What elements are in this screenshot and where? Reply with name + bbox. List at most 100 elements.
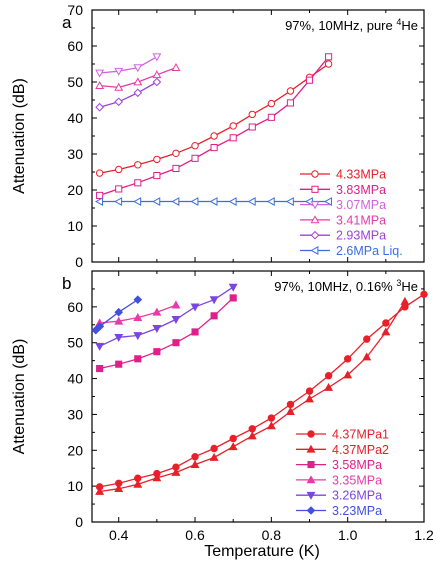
data-point xyxy=(134,161,142,169)
legend-marker xyxy=(306,475,316,484)
data-point xyxy=(285,197,294,206)
data-point xyxy=(190,459,200,469)
data-point xyxy=(228,197,237,206)
data-point xyxy=(381,327,391,336)
data-point xyxy=(172,339,180,347)
data-point xyxy=(171,316,181,325)
legend-label: 2.6MPa Liq. xyxy=(336,244,403,258)
data-point xyxy=(152,77,162,87)
x-tick-label: 0.8 xyxy=(262,527,282,543)
data-point xyxy=(152,307,162,316)
data-point xyxy=(420,290,428,299)
legend-label: 4.37MPa1 xyxy=(332,428,389,442)
y-tick-label: 70 xyxy=(67,2,83,18)
legend-marker xyxy=(306,506,316,515)
data-point xyxy=(153,348,161,356)
panel-a: 0 10 20 30 40 50 60 70 Attenuation (dB) a 97%, 10M… xyxy=(11,2,425,270)
data-point xyxy=(191,154,199,162)
data-point xyxy=(285,406,295,415)
data-point xyxy=(133,295,143,304)
data-point xyxy=(210,132,218,140)
legend-label: 3.83MPa xyxy=(336,183,386,197)
data-point xyxy=(96,191,104,199)
data-point xyxy=(95,69,105,78)
data-point xyxy=(171,300,181,309)
y-tick-label: 60 xyxy=(67,299,83,315)
data-point xyxy=(115,360,123,368)
data-point xyxy=(248,110,256,119)
data-point xyxy=(210,312,218,320)
y-tick-label: 30 xyxy=(67,406,83,422)
data-point xyxy=(152,473,162,482)
data-point xyxy=(228,283,238,292)
data-point xyxy=(171,197,180,206)
data-point xyxy=(400,296,410,305)
legend-marker xyxy=(310,215,320,224)
annotation-superscript: 3 xyxy=(396,278,401,288)
data-point xyxy=(115,185,123,193)
series-line xyxy=(99,56,330,197)
legend-marker xyxy=(310,246,319,255)
data-point xyxy=(114,307,124,317)
data-point xyxy=(266,421,276,430)
data-point xyxy=(286,87,295,95)
data-point xyxy=(95,342,105,351)
annotation-text-tail: He xyxy=(401,18,418,33)
data-point xyxy=(266,197,275,206)
data-point xyxy=(153,172,161,180)
x-tick-label: 1.0 xyxy=(338,527,358,543)
data-point xyxy=(228,442,238,451)
data-point xyxy=(95,322,104,331)
data-point xyxy=(248,425,256,433)
y-tick-label: 10 xyxy=(67,478,83,494)
panel-letter: b xyxy=(62,274,71,293)
legend-marker xyxy=(311,170,319,178)
legend-marker xyxy=(306,444,316,453)
x-tick-label: 0.4 xyxy=(109,527,129,543)
data-point xyxy=(114,197,123,206)
data-point xyxy=(191,328,199,336)
data-point xyxy=(267,99,276,108)
data-point xyxy=(114,316,124,325)
panel-annotation: 97%, 10MHz, pure 4He xyxy=(285,17,418,33)
y-tick-label: 0 xyxy=(75,254,83,270)
y-tick-label: 50 xyxy=(67,335,83,351)
data-point xyxy=(209,452,219,461)
data-point xyxy=(229,122,237,130)
legend-label: 4.33MPa xyxy=(336,168,386,182)
series-line xyxy=(99,286,234,347)
data-point xyxy=(247,197,256,206)
data-point xyxy=(152,70,162,79)
data-point xyxy=(133,312,143,321)
data-point xyxy=(229,134,237,142)
annotation-text-tail: He xyxy=(401,279,418,294)
annotation-text: 97%, 10MHz, 0.16% xyxy=(274,279,396,294)
data-point xyxy=(153,155,161,164)
data-point xyxy=(95,102,104,112)
data-point xyxy=(133,479,143,488)
data-point xyxy=(152,197,161,206)
y-tick-label: 60 xyxy=(67,38,83,54)
data-point xyxy=(96,364,104,373)
data-point xyxy=(247,431,257,440)
y-tick-label: 40 xyxy=(67,371,83,387)
data-point xyxy=(172,149,180,157)
legend-marker xyxy=(306,491,316,500)
y-tick-label: 20 xyxy=(67,442,83,458)
data-point xyxy=(133,197,142,206)
x-tick-label: 0.6 xyxy=(185,527,205,543)
data-point xyxy=(134,355,142,363)
data-point xyxy=(133,77,143,86)
data-point xyxy=(324,372,333,380)
data-point xyxy=(362,352,372,361)
data-point xyxy=(210,444,218,453)
data-point xyxy=(248,123,256,131)
data-point xyxy=(209,296,219,305)
legend-label: 3.58MPa xyxy=(332,458,382,472)
y-tick-label: 50 xyxy=(67,74,83,90)
data-point xyxy=(134,179,142,187)
data-point xyxy=(114,484,124,493)
data-point xyxy=(229,434,237,443)
data-point xyxy=(114,333,124,342)
